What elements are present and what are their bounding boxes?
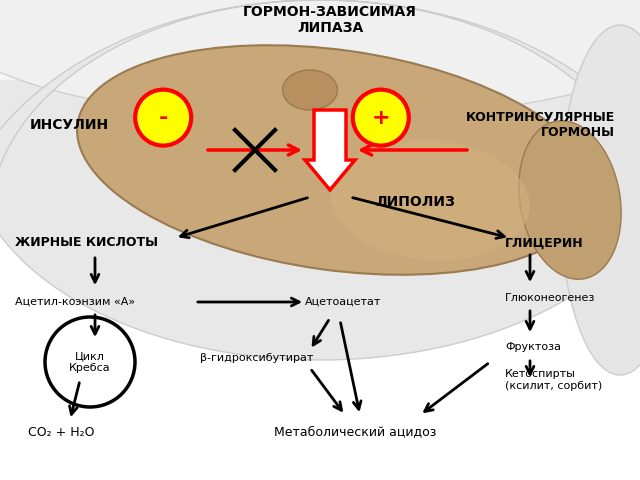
Text: +: + [371, 108, 390, 128]
Text: ГОРМОН-ЗАВИСИМАЯ
ЛИПАЗА: ГОРМОН-ЗАВИСИМАЯ ЛИПАЗА [243, 5, 417, 35]
Text: ЛИПОЛИЗ: ЛИПОЛИЗ [375, 195, 455, 209]
Ellipse shape [282, 70, 337, 110]
Text: β-гидроксибутират: β-гидроксибутират [200, 353, 314, 363]
Text: КОНТРИНСУЛЯРНЫЕ
ГОРМОНЫ: КОНТРИНСУЛЯРНЫЕ ГОРМОНЫ [466, 111, 615, 139]
Text: Метаболический ацидоз: Метаболический ацидоз [274, 425, 436, 439]
Ellipse shape [77, 45, 593, 275]
Ellipse shape [0, 0, 640, 360]
Polygon shape [0, 0, 640, 260]
Text: Фруктоза: Фруктоза [505, 342, 561, 352]
Text: -: - [159, 108, 168, 128]
Text: ИНСУЛИН: ИНСУЛИН [30, 118, 109, 132]
Text: CO₂ + H₂O: CO₂ + H₂O [28, 425, 95, 439]
Text: Глюконеогенез: Глюконеогенез [505, 293, 595, 303]
Text: Кетоспирты
(ксилит, сорбит): Кетоспирты (ксилит, сорбит) [505, 369, 602, 391]
Ellipse shape [519, 121, 621, 279]
Text: Ацетил-коэнзим «А»: Ацетил-коэнзим «А» [15, 297, 135, 307]
Circle shape [353, 90, 409, 145]
Ellipse shape [0, 0, 640, 120]
Text: ГЛИЦЕРИН: ГЛИЦЕРИН [505, 237, 584, 250]
Circle shape [135, 90, 191, 145]
Polygon shape [0, 0, 640, 80]
FancyArrow shape [305, 110, 355, 190]
Ellipse shape [330, 140, 530, 261]
Ellipse shape [560, 25, 640, 375]
Text: ЖИРНЫЕ КИСЛОТЫ: ЖИРНЫЕ КИСЛОТЫ [15, 237, 158, 250]
Text: Ацетоацетат: Ацетоацетат [305, 297, 381, 307]
Text: Цикл
Кребса: Цикл Кребса [69, 351, 111, 373]
